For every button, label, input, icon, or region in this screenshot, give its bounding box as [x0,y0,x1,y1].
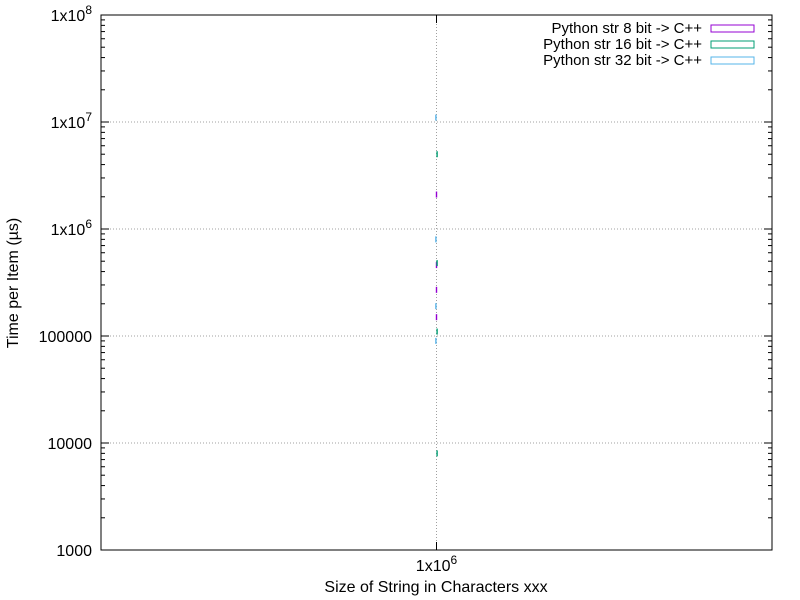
legend-swatch [710,24,755,33]
legend-label: Python str 16 bit -> C++ [543,36,702,53]
y-tick-label: 1x106 [51,217,93,239]
y-tick-label-exponent: 7 [85,110,92,124]
x-tick-label-base: 1x10 [416,558,451,575]
y-tick-label: 1000 [56,543,92,560]
data-point [436,328,438,335]
y-tick-label: 100000 [39,329,92,346]
data-point [436,260,438,267]
legend-label: Python str 8 bit -> C++ [552,20,703,37]
grid [101,15,772,550]
data-marks [435,114,438,457]
legend-swatch [710,56,755,65]
y-tick-label: 1x108 [51,3,93,25]
data-point [435,314,438,321]
x-tick-label-exponent: 6 [451,553,458,567]
x-tick-label: 1x106 [416,553,458,575]
data-point [436,450,438,457]
y-tick-label: 1x107 [51,110,93,132]
y-axis-title: Time per Item (µs) [5,218,22,348]
data-point [436,151,438,158]
y-tick-label-base: 1x10 [51,222,86,239]
y-tick-label-base: 1x10 [51,115,86,132]
data-point [435,286,438,293]
data-point [435,236,437,243]
data-point [435,337,437,344]
legend: Python str 8 bit -> C++Python str 16 bit… [543,20,755,69]
y-tick-label-exponent: 8 [85,3,92,17]
legend-label: Python str 32 bit -> C++ [543,52,702,69]
x-axis-title: Size of String in Characters xxx [324,579,547,596]
data-point [435,191,438,198]
y-tick-label-base: 1x10 [51,8,86,25]
y-tick-label-exponent: 6 [85,217,92,231]
legend-swatch [710,40,755,49]
data-point [435,114,437,121]
y-tick-label: 10000 [48,436,93,453]
data-point [435,303,437,310]
